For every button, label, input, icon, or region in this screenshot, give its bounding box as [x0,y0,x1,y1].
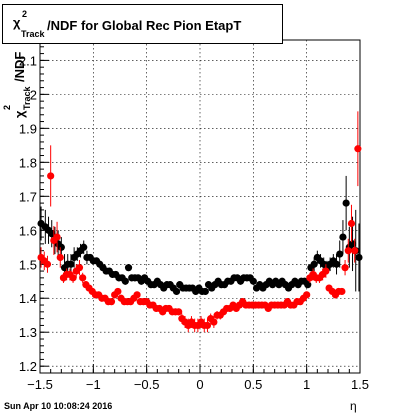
data-point [47,172,55,180]
y-tick-label: 1.6 [19,223,37,238]
x-tick-label: −0.5 [134,377,160,392]
y-tick-label: 1.8 [19,155,37,170]
data-point [114,287,122,296]
y-tick-label: 1.7 [19,189,37,204]
y-tick-label: 1.5 [19,257,37,272]
y-tick-label: 1.9 [19,121,37,136]
y-tick-label: 2 [30,87,37,102]
data-point [53,233,61,241]
data-point [310,260,318,268]
data-point [75,264,84,272]
data-point [351,247,359,255]
data-point [355,253,363,262]
x-axis-label: η [350,399,357,413]
data-point [67,260,75,268]
x-tick-label: 1 [303,377,310,392]
data-point [249,277,257,285]
data-series [37,111,363,333]
x-tick-label: −1 [86,377,101,392]
data-point [57,243,65,251]
data-point [322,267,330,275]
data-point [203,321,212,330]
y-tick-label: 2.1 [19,53,37,68]
data-point [341,264,349,272]
data-point [210,318,218,326]
chart-title-symbol: χ [13,15,21,30]
chart-title: /NDF for Global Rec Pion EtapT [47,18,242,33]
x-tick-label: 0.5 [244,377,262,392]
y-tick-label: 1.4 [19,291,37,306]
data-point [339,233,347,241]
y-axis-label-symbol: χ [12,110,27,118]
data-point [80,243,88,251]
timestamp: Sun Apr 10 10:08:24 2016 [4,401,113,411]
data-point [133,291,141,299]
chart-title-subscript: Track [21,29,45,39]
data-point [56,253,64,262]
data-point [332,260,341,268]
y-tick-label: 1.3 [19,325,37,340]
axis-ticks: −1.5 −1 −0.5 0 0.5 1 1.5 1.2 1.3 1.4 1.5 1.6 1.7 1.8 1… [19,46,369,392]
data-point [175,308,183,316]
data-point [342,199,350,207]
x-tick-label: 1.5 [351,377,369,392]
x-tick-label: −1.5 [27,377,53,392]
data-point [344,247,352,255]
chart-title-superscript: 2 [22,9,28,19]
data-point [69,274,77,282]
data-point [201,287,209,296]
y-axis-label-subscript: Track [22,85,32,110]
data-point [79,274,87,282]
series-1 [37,111,362,333]
chart-title-box: χ 2 Track /NDF for Global Rec Pion EtapT [2,4,283,44]
data-point [303,291,311,299]
data-point [354,145,362,153]
y-axis-label: χ 2 Track /NDF [2,52,32,118]
y-axis-label-text: /NDF [12,52,27,82]
x-tick-label: 0 [196,377,203,392]
data-point [107,298,116,306]
data-point [43,260,52,268]
data-point [172,287,181,296]
data-point [121,277,129,285]
data-point [124,264,133,272]
data-point [336,250,344,258]
data-point [347,219,356,228]
y-axis-label-superscript: 2 [2,105,12,110]
y-tick-label: 1.2 [19,359,37,374]
data-point [338,287,346,296]
series-0 [37,175,363,296]
